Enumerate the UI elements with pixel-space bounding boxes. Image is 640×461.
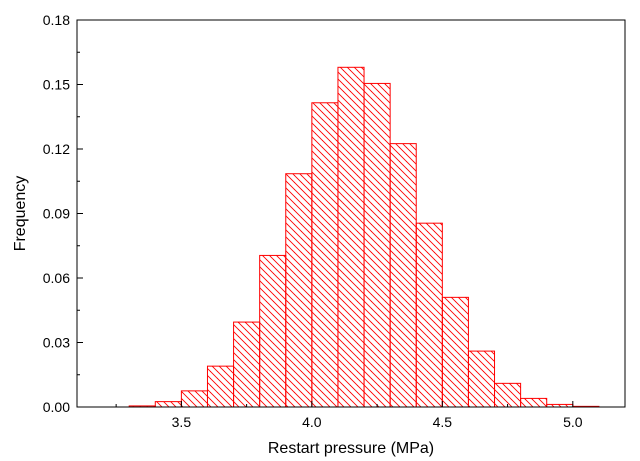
histogram-bar — [311, 102, 339, 408]
x-tick-label: 4.0 — [302, 414, 322, 430]
y-axis-ticks: 0.00 0.03 0.06 0.09 0.12 0.15 0.18 — [43, 12, 83, 415]
x-axis-ticks: 3.5 4.0 4.5 5.0 — [115, 401, 583, 430]
x-axis-title: Restart pressure (MPa) — [268, 440, 434, 457]
y-tick-label: 0.12 — [43, 141, 70, 157]
x-tick-label: 3.5 — [172, 414, 192, 430]
y-axis-title: Frequency — [12, 176, 29, 252]
histogram-bar — [415, 222, 443, 408]
histogram-bar — [180, 390, 208, 408]
histogram-bar — [441, 296, 469, 408]
histogram-bar — [285, 173, 313, 408]
y-tick-label: 0.06 — [43, 270, 70, 286]
histogram-bar — [520, 397, 548, 408]
histogram-bar — [494, 382, 522, 408]
y-tick-label: 0.03 — [43, 335, 70, 351]
histogram-bar — [389, 143, 417, 408]
histogram-bar — [259, 254, 287, 408]
histogram-bar — [467, 350, 496, 408]
y-tick-label: 0.00 — [43, 399, 70, 415]
histogram-bar — [337, 66, 365, 408]
histogram-bar — [363, 82, 391, 408]
x-tick-label: 5.0 — [563, 414, 583, 430]
y-tick-label: 0.15 — [43, 77, 70, 93]
x-tick-label: 4.5 — [433, 414, 453, 430]
y-tick-label: 0.09 — [43, 206, 70, 222]
histogram-bar — [233, 321, 261, 408]
y-tick-label: 0.18 — [43, 12, 70, 28]
histogram-bar — [206, 365, 235, 408]
histogram-bar — [154, 401, 182, 408]
bars-group — [128, 66, 600, 408]
